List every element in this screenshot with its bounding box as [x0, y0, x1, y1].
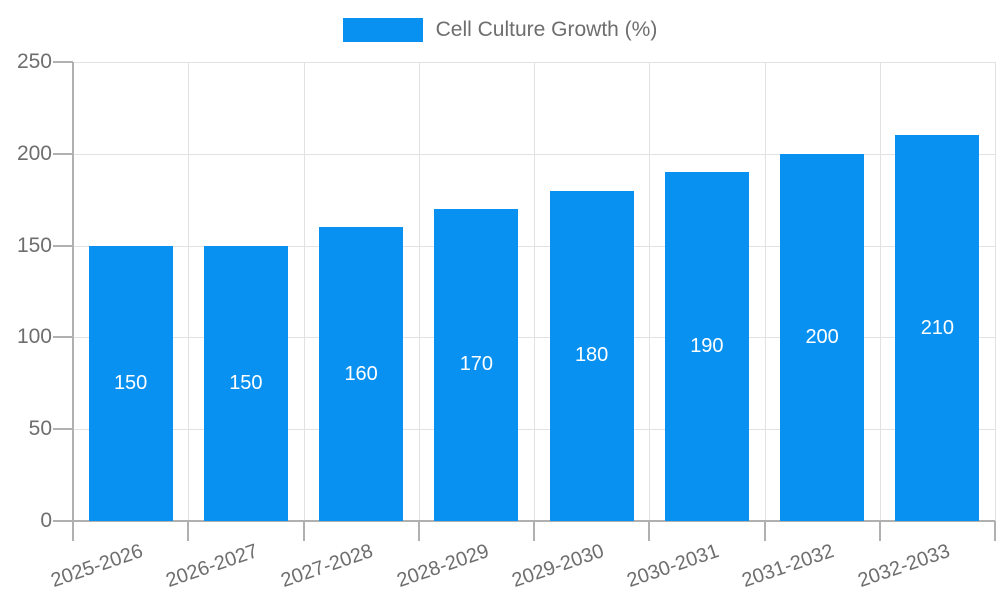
legend-swatch-icon — [342, 18, 423, 42]
x-axis-tick — [994, 521, 996, 541]
bar[interactable]: 180 — [549, 190, 634, 521]
x-axis-tick — [878, 521, 881, 541]
bar-value-label: 200 — [805, 325, 839, 348]
plot-area: 0 50 100 150 200 250 150 150 160 170 180 190 200 210 2… — [17, 50, 996, 592]
y-axis-tick — [53, 61, 73, 63]
v-gridline — [188, 62, 190, 521]
y-axis-tick — [53, 244, 73, 247]
x-axis-tick — [763, 521, 766, 541]
bar[interactable]: 190 — [664, 172, 749, 521]
x-axis-tick — [302, 521, 305, 541]
x-tick-label: 2031-2032 — [739, 540, 838, 592]
bar[interactable]: 170 — [434, 208, 519, 521]
v-gridline — [303, 62, 305, 521]
x-tick-label: 2032-2033 — [854, 540, 953, 592]
v-gridline — [995, 62, 996, 521]
bar[interactable]: 200 — [780, 153, 865, 521]
y-axis-tick — [53, 336, 73, 339]
y-tick-label: 250 — [16, 50, 52, 73]
x-tick-label: 2025-2026 — [48, 540, 146, 592]
bar-value-label: 150 — [113, 371, 148, 394]
x-axis-tick — [72, 521, 74, 541]
v-gridline — [764, 62, 766, 521]
y-axis-tick — [53, 428, 73, 431]
bar[interactable]: 150 — [88, 245, 173, 521]
bar-value-label: 170 — [459, 353, 494, 376]
x-axis-tick — [648, 521, 651, 541]
x-tick-label: 2029-2030 — [509, 540, 607, 592]
x-tick-label: 2028-2029 — [393, 540, 492, 592]
y-axis-line — [72, 62, 74, 521]
x-axis-line — [73, 520, 995, 522]
bar-value-label: 210 — [920, 316, 955, 339]
x-axis-tick — [533, 521, 535, 541]
x-tick-label: 2030-2031 — [624, 540, 723, 592]
bar[interactable]: 210 — [895, 135, 980, 521]
x-tick-label: 2027-2028 — [278, 540, 377, 592]
v-gridline — [534, 62, 535, 521]
bar-value-label: 150 — [229, 371, 263, 394]
y-axis-tick — [53, 520, 73, 522]
y-tick-label: 100 — [16, 325, 52, 349]
bar[interactable]: 150 — [203, 245, 288, 521]
y-tick-label: 150 — [16, 233, 52, 257]
bar[interactable]: 160 — [319, 227, 404, 521]
y-axis-tick — [53, 152, 73, 155]
y-tick-label: 50 — [28, 417, 52, 441]
v-gridline — [649, 62, 651, 521]
legend-label: Cell Culture Growth (%) — [435, 18, 658, 41]
bar-value-label: 190 — [690, 335, 724, 358]
y-tick-label: 0 — [40, 509, 52, 532]
bar-value-label: 180 — [574, 344, 609, 367]
x-axis-tick — [417, 521, 420, 541]
y-tick-label: 200 — [16, 141, 52, 165]
v-gridline — [879, 62, 881, 521]
chart-legend[interactable]: Cell Culture Growth (%) — [0, 18, 1000, 42]
x-axis-tick — [187, 521, 190, 541]
bar-value-label: 160 — [344, 362, 378, 385]
v-gridline — [418, 62, 420, 521]
x-tick-label: 2026-2027 — [163, 540, 262, 592]
